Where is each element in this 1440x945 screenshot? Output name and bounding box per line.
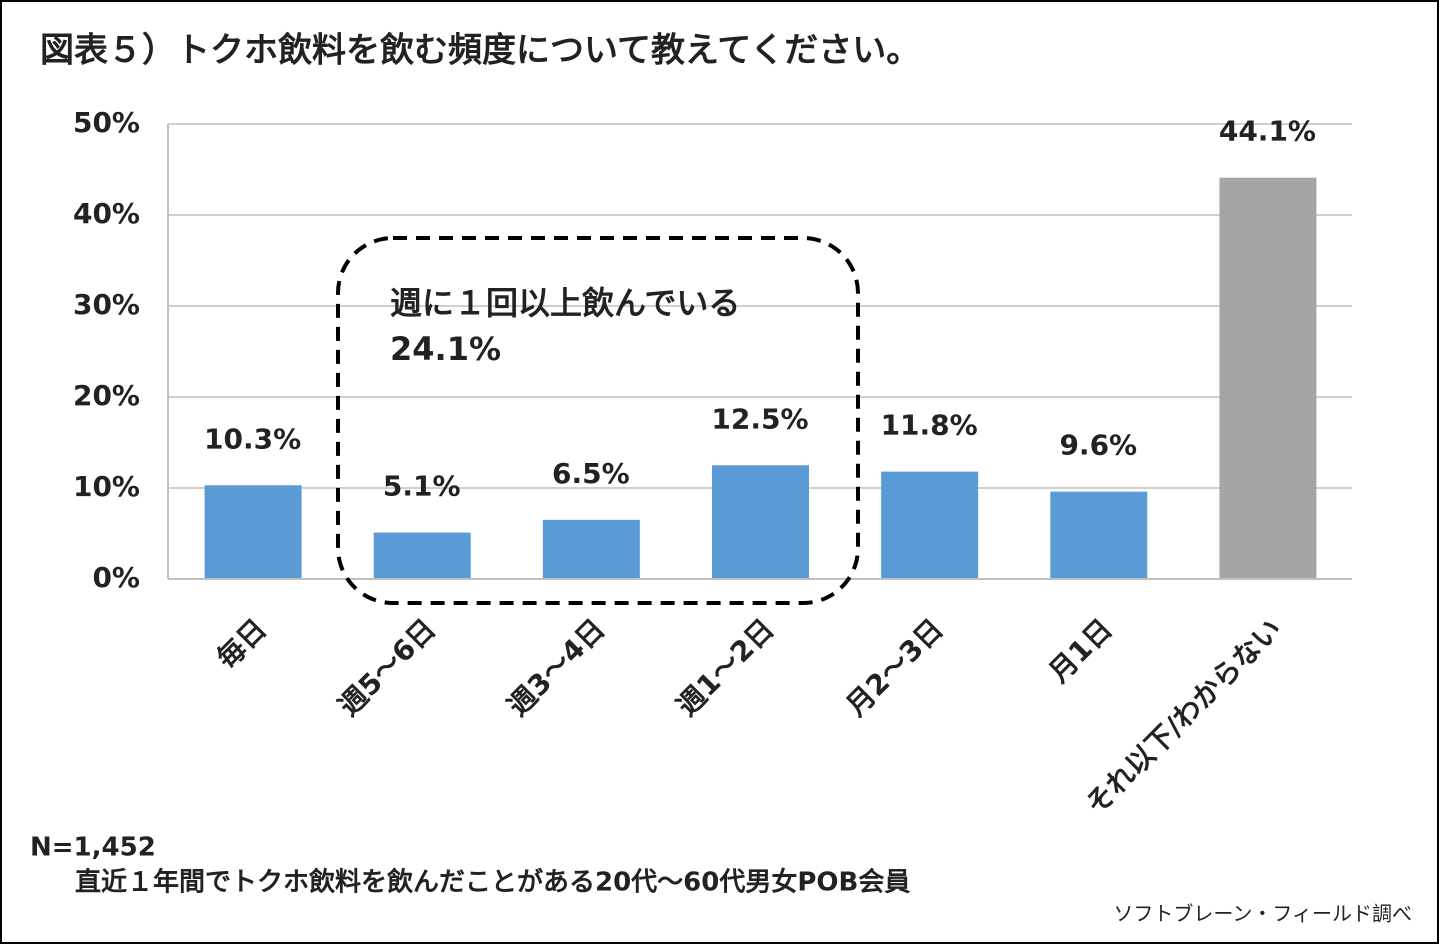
value-label: 12.5% — [711, 402, 808, 435]
y-tick-label: 40% — [73, 197, 140, 230]
y-tick-label: 20% — [73, 379, 140, 412]
y-tick-label: 30% — [73, 288, 140, 321]
bar — [1219, 177, 1317, 579]
chart-title: 図表５）トクホ飲料を飲む頻度について教えてください。 — [40, 31, 920, 71]
value-label: 44.1% — [1219, 115, 1316, 148]
bar — [1050, 491, 1148, 579]
bar — [712, 465, 809, 579]
source: ソフトブレーン・フィールド調べ — [1113, 902, 1412, 926]
bar — [542, 519, 640, 579]
y-tick-label: 50% — [73, 106, 140, 139]
value-label: 10.3% — [204, 422, 301, 455]
y-tick-label: 0% — [92, 561, 140, 594]
note: 直近１年間でトクホ飲料を飲んだことがある20代～60代男女POB会員 — [75, 867, 910, 898]
annotation-box — [336, 236, 860, 605]
annotation-text: 週に１回以上飲んでいる — [390, 284, 740, 322]
value-label: 11.8% — [881, 409, 978, 442]
bar — [881, 471, 979, 579]
value-label: 5.1% — [383, 470, 461, 503]
note: N=1,452 — [30, 833, 156, 863]
value-label: 9.6% — [1059, 429, 1137, 462]
bar — [204, 485, 302, 579]
value-label: 6.5% — [552, 457, 630, 490]
bar — [373, 532, 471, 579]
y-tick-label: 10% — [73, 470, 140, 503]
annotation-value: 24.1% — [390, 330, 501, 368]
